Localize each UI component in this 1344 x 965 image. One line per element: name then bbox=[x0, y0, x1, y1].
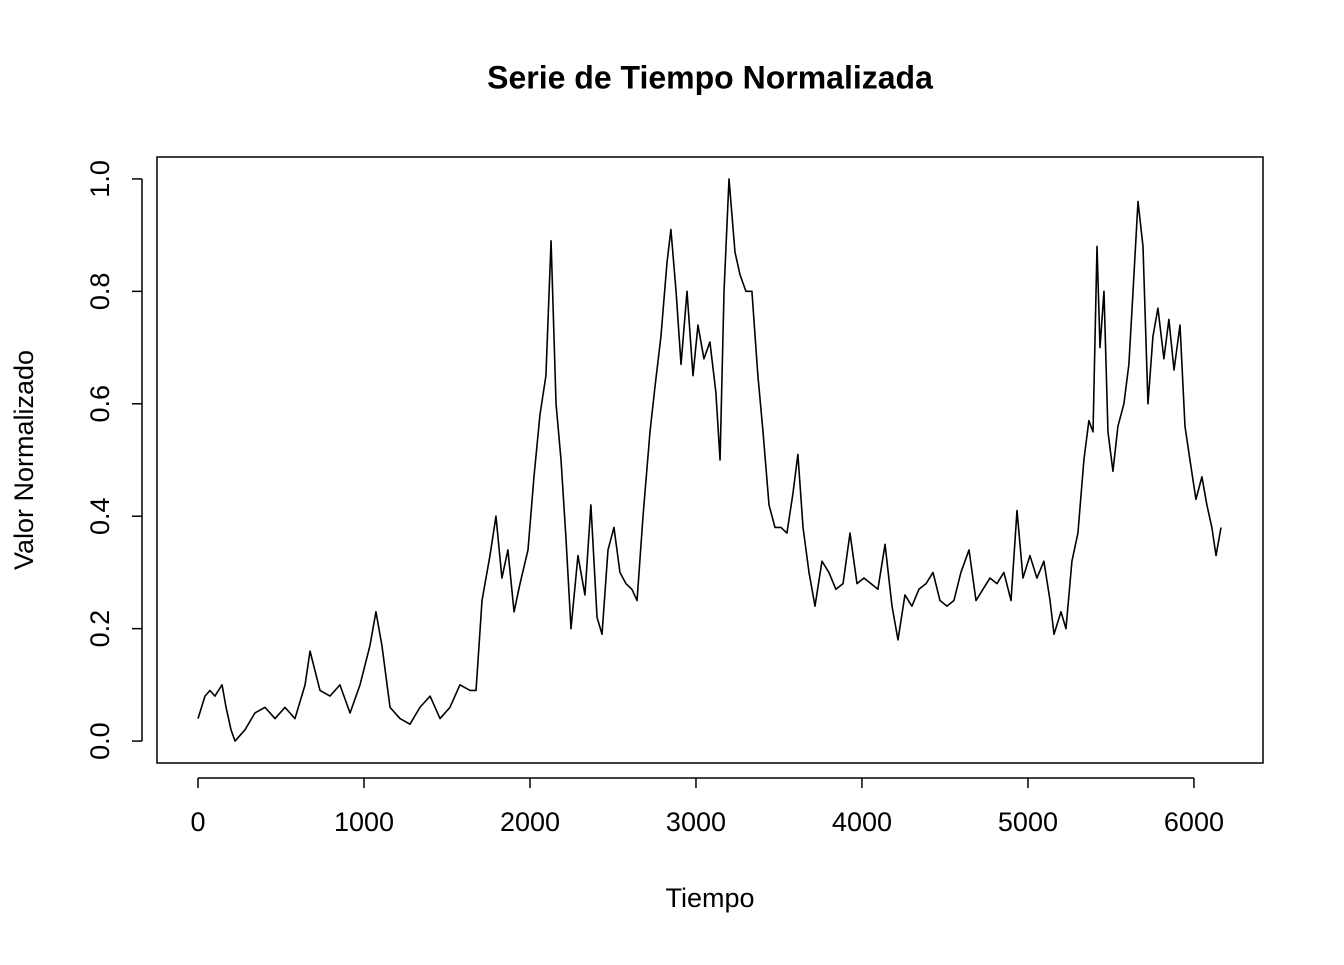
x-tick-label: 3000 bbox=[666, 807, 726, 837]
chart-title: Serie de Tiempo Normalizada bbox=[487, 59, 933, 95]
x-tick-label: 0 bbox=[190, 807, 205, 837]
data-line bbox=[197, 178, 1222, 742]
y-tick-label: 0.0 bbox=[85, 722, 115, 760]
x-tick-label: 2000 bbox=[500, 807, 560, 837]
plot-frame bbox=[156, 156, 1264, 764]
y-tick-label: 0.4 bbox=[85, 497, 115, 535]
y-tick-label: 0.6 bbox=[85, 385, 115, 423]
x-tick-label: 6000 bbox=[1164, 807, 1224, 837]
x-tick-label: 1000 bbox=[334, 807, 394, 837]
y-tick-label: 0.8 bbox=[85, 273, 115, 311]
x-axis-label: Tiempo bbox=[665, 883, 754, 913]
x-tick-label: 4000 bbox=[832, 807, 892, 837]
y-tick-label: 1.0 bbox=[85, 160, 115, 198]
x-tick-label: 5000 bbox=[998, 807, 1058, 837]
y-tick-label: 0.2 bbox=[85, 610, 115, 648]
y-axis-label: Valor Normalizado bbox=[9, 350, 39, 570]
